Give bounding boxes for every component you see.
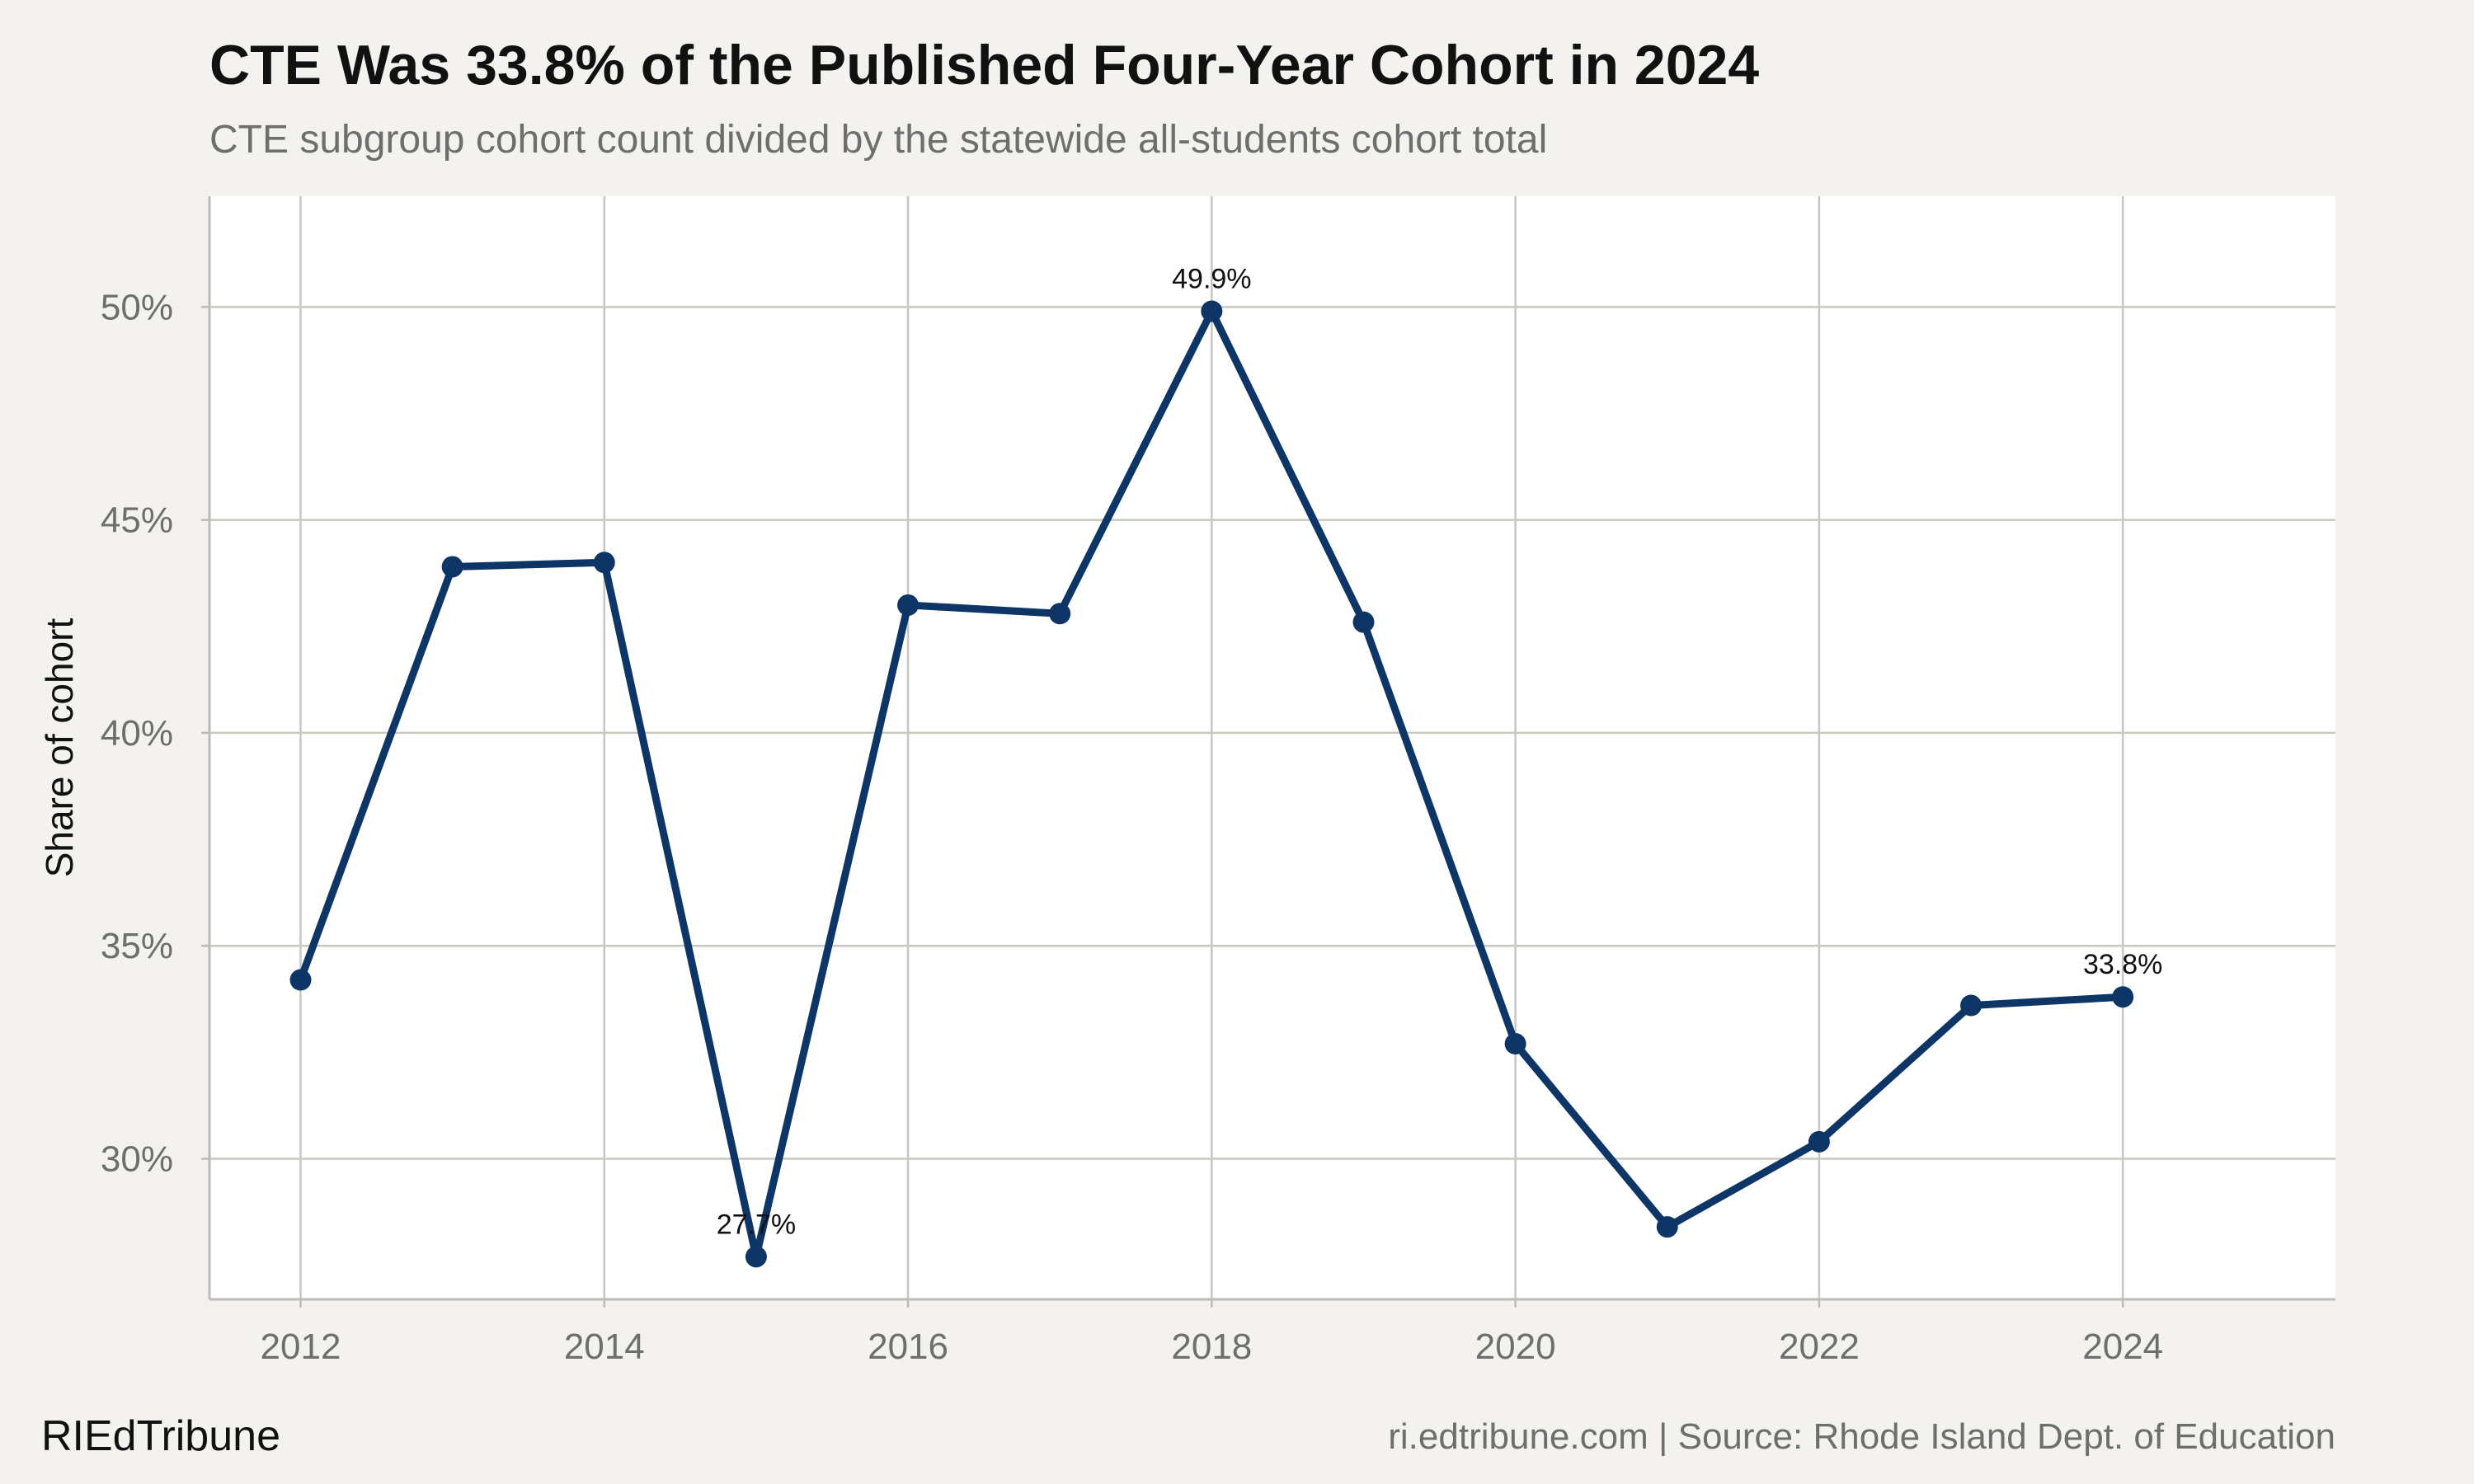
series-line-group	[289, 300, 2134, 1268]
data-point	[745, 1246, 767, 1268]
x-tick-label: 2022	[1779, 1327, 1860, 1367]
y-axis-title: Share of cohort	[38, 618, 81, 878]
data-point	[897, 594, 920, 616]
y-tick-label: 35%	[101, 926, 173, 966]
x-tick-label: 2024	[2082, 1327, 2163, 1367]
source-credit: ri.edtribune.com | Source: Rhode Island …	[1388, 1416, 2335, 1457]
y-tick-label: 45%	[101, 500, 173, 541]
y-tick-label: 50%	[101, 287, 173, 327]
data-point	[289, 969, 312, 991]
data-point	[593, 552, 615, 574]
chart-subtitle: CTE subgroup cohort count divided by the…	[209, 118, 1548, 162]
data-labels: 27.7% 49.9% 33.8%	[717, 263, 2163, 1240]
data-point	[1808, 1130, 1830, 1153]
data-label: 27.7%	[717, 1209, 796, 1240]
data-point	[1504, 1033, 1526, 1055]
data-point	[1960, 994, 1982, 1017]
chart-title: CTE Was 33.8% of the Published Four-Year…	[209, 34, 1760, 96]
data-label: 33.8%	[2083, 949, 2162, 980]
data-point	[2112, 986, 2134, 1008]
data-point	[1656, 1216, 1678, 1238]
x-tick-label: 2016	[868, 1327, 948, 1367]
data-label: 49.9%	[1172, 263, 1251, 294]
data-point	[1201, 300, 1223, 322]
x-tick-label: 2014	[564, 1327, 645, 1367]
data-point	[441, 556, 463, 578]
x-tick-label: 2020	[1475, 1327, 1556, 1367]
gridlines	[209, 196, 2335, 1299]
data-point	[1049, 603, 1071, 625]
data-point	[1352, 611, 1375, 633]
x-axis-ticks: 2012 2014 2016 2018 2020 2022 2024	[261, 1299, 2163, 1367]
plot-panel	[209, 196, 2335, 1299]
y-tick-label: 30%	[101, 1139, 173, 1180]
brand-name: RIEdTribune	[41, 1412, 280, 1460]
x-tick-label: 2018	[1171, 1327, 1252, 1367]
y-axis-ticks: 30% 35% 40% 45% 50%	[101, 287, 209, 1180]
x-tick-label: 2012	[261, 1327, 341, 1367]
y-tick-label: 40%	[101, 713, 173, 754]
